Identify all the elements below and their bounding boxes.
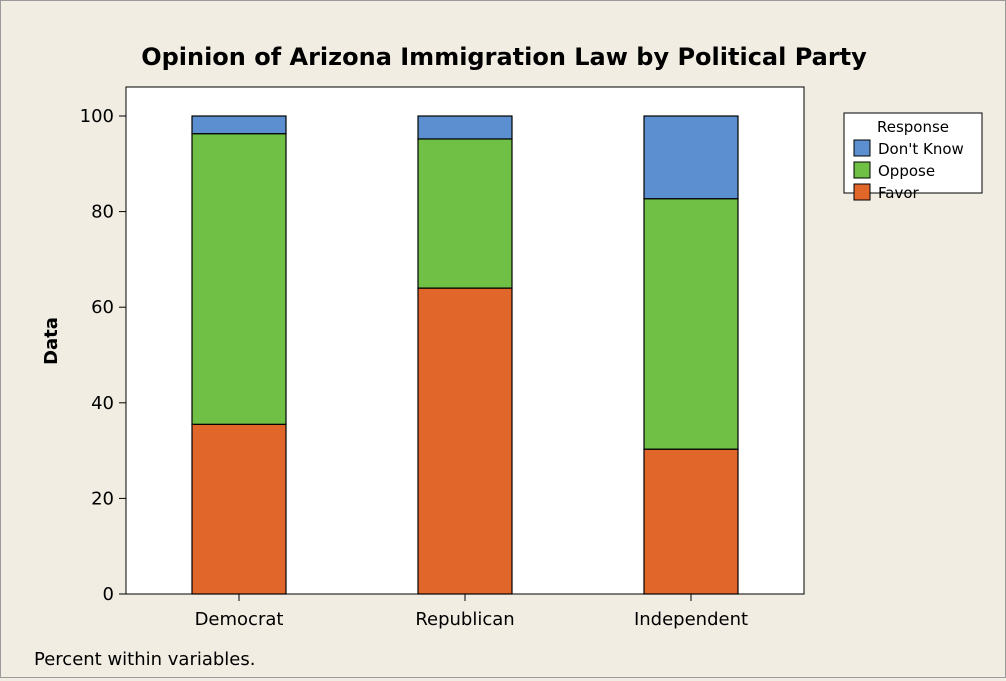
y-tick-label: 60 <box>91 297 114 318</box>
bar-republican-don-t-know <box>417 115 513 140</box>
legend-label-oppose: Oppose <box>878 162 935 180</box>
x-tick-label: Democrat <box>195 609 284 630</box>
bar-republican-oppose <box>417 138 513 289</box>
x-tick-label: Republican <box>415 609 514 630</box>
x-tick-label: Independent <box>634 609 748 630</box>
legend-label-favor: Favor <box>878 184 919 202</box>
legend-title: Response <box>877 118 949 136</box>
legend: Response Don't Know Oppose Favor <box>843 112 983 202</box>
legend-label-don-t-know: Don't Know <box>878 140 964 158</box>
y-axis-label: Data <box>41 317 62 365</box>
bar-independent-favor <box>643 448 739 595</box>
chart-title: Opinion of Arizona Immigration Law by Po… <box>141 43 867 71</box>
y-tick-label: 40 <box>91 393 114 414</box>
y-tick-label: 0 <box>103 584 114 605</box>
footnote: Percent within variables. <box>34 649 255 670</box>
bar-independent-don-t-know <box>643 115 739 200</box>
bar-democrat-don-t-know <box>191 115 287 135</box>
y-tick-label: 20 <box>91 488 114 509</box>
legend-swatch-don-t-know <box>853 139 871 157</box>
x-axis: Democrat Republican Independent <box>195 594 748 630</box>
legend-swatch-favor <box>853 183 871 201</box>
legend-items: Don't Know Oppose Favor <box>853 139 964 202</box>
bar-democrat-oppose <box>191 133 287 425</box>
y-tick-label: 100 <box>80 106 114 127</box>
y-axis: 0 20 40 60 80 100 <box>80 106 126 605</box>
bar-independent-oppose <box>643 198 739 450</box>
bars-layer <box>191 115 739 595</box>
y-tick-label: 80 <box>91 202 114 223</box>
legend-swatch-oppose <box>853 161 871 179</box>
bar-democrat-favor <box>191 423 287 595</box>
bar-republican-favor <box>417 287 513 595</box>
